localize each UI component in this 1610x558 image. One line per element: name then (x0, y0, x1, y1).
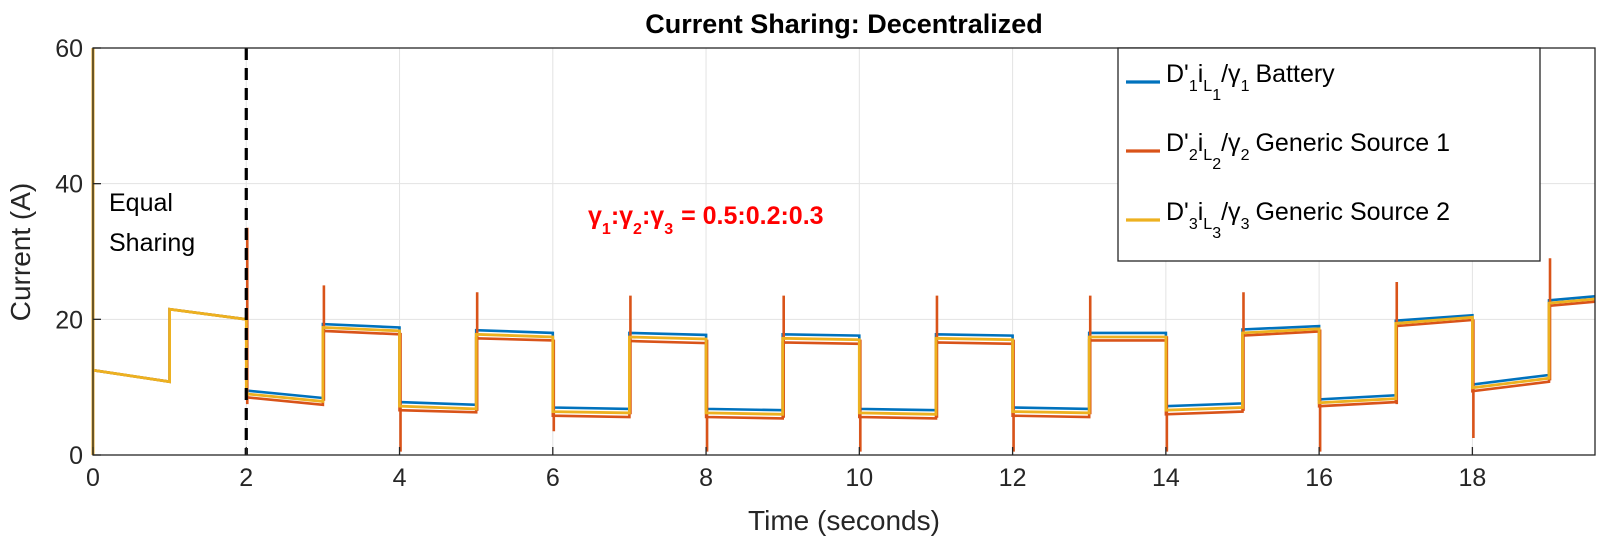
x-tick-label: 10 (845, 464, 873, 492)
legend-part-label: Generic Source 1 (1255, 129, 1450, 157)
x-tick-label: 14 (1152, 464, 1180, 492)
x-tick-label: 4 (393, 464, 407, 492)
legend-part-s2: L (1203, 216, 1212, 233)
legend-part-s3: 1 (1212, 87, 1221, 104)
x-tick-label: 0 (86, 464, 100, 492)
legend-part-s1: 1 (1189, 78, 1198, 95)
x-tick-label: 2 (239, 464, 253, 492)
legend-part-s4: 3 (1241, 216, 1250, 233)
legend-part-mid: i (1198, 198, 1204, 226)
legend-part-pre: D' (1166, 60, 1189, 88)
ratio-colon-2: : (642, 202, 650, 230)
legend-part-s4: 1 (1241, 78, 1250, 95)
ratio-gamma-3: γ (650, 202, 664, 230)
legend-box (1117, 47, 1541, 262)
legend-entry-label: D'3iL3/γ3 Generic Source 2 (1166, 198, 1450, 242)
legend-part-mid: i (1198, 129, 1204, 157)
y-tick-label: 20 (55, 306, 83, 334)
plot-area (91, 48, 1596, 455)
x-tick-label: 8 (699, 464, 713, 492)
x-tick-label: 18 (1458, 464, 1486, 492)
x-tick-label: 16 (1305, 464, 1333, 492)
legend-part-mid: i (1198, 60, 1204, 88)
legend-part-slash: /γ (1221, 60, 1241, 88)
legend-part-pre: D' (1166, 198, 1189, 226)
legend-part-s1: 3 (1189, 216, 1198, 233)
ratio-sub-2: 2 (633, 221, 642, 238)
equal-sharing-label-line1: Equal (109, 189, 173, 217)
axes-box (92, 47, 1596, 456)
legend-part-s2: L (1203, 147, 1212, 164)
legend-part-s4: 2 (1241, 147, 1250, 164)
y-tick-label: 40 (55, 171, 83, 199)
legend-part-s3: 3 (1212, 225, 1221, 242)
y-tick-label: 60 (55, 35, 83, 63)
legend-entry-label: D'1iL1/γ1 Battery (1166, 60, 1335, 104)
legend-part-label: Battery (1255, 60, 1335, 88)
legend-part-s3: 2 (1212, 156, 1221, 173)
legend-part-pre: D' (1166, 129, 1189, 157)
ratio-colon-1: : (611, 202, 619, 230)
x-axis-label: Time (seconds) (748, 505, 940, 536)
legend-part-s2: L (1203, 78, 1212, 95)
chart-title: Current Sharing: Decentralized (645, 9, 1043, 39)
ratio-sub-1: 1 (602, 221, 611, 238)
ratio-gamma-1: γ (588, 202, 602, 230)
y-axis-label: Current (A) (5, 183, 36, 321)
legend-part-slash: /γ (1221, 129, 1241, 157)
legend-part-s1: 2 (1189, 147, 1198, 164)
ratio-value: = 0.5:0.2:0.3 (681, 202, 823, 230)
y-tick-label: 0 (69, 442, 83, 470)
equal-sharing-label-line2: Sharing (109, 229, 195, 257)
x-tick-label: 6 (546, 464, 560, 492)
x-tick-label: 12 (999, 464, 1027, 492)
legend-part-slash: /γ (1221, 198, 1241, 226)
legend-entry-label: D'2iL2/γ2 Generic Source 1 (1166, 129, 1450, 173)
ratio-annotation: γ1:γ2:γ3 = 0.5:0.2:0.3 (588, 202, 824, 238)
ratio-gamma-2: γ (619, 202, 633, 230)
ratio-sub-3: 3 (664, 221, 673, 238)
legend-part-label: Generic Source 2 (1255, 198, 1450, 226)
